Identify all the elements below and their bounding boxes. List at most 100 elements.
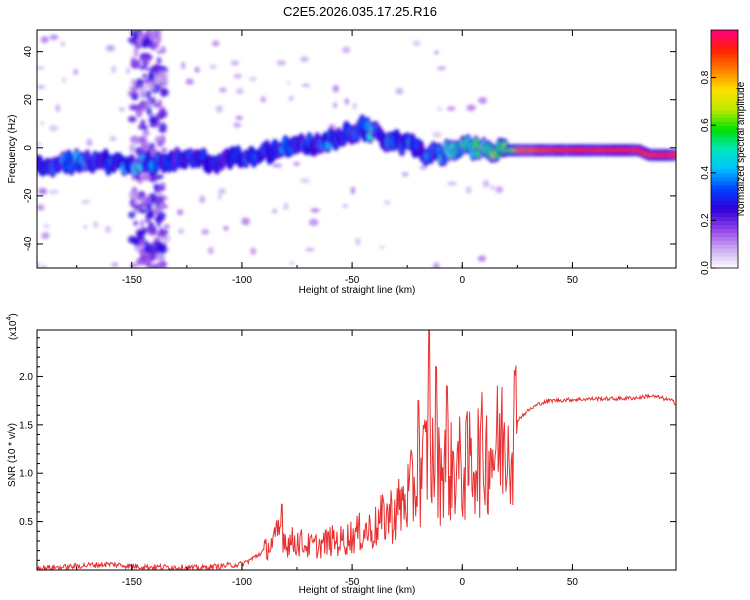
noise-speckle [466, 104, 476, 112]
noise-speckle [111, 262, 119, 267]
noise-band-blob [157, 37, 162, 43]
colorbar-tick-label: 0.0 [700, 261, 711, 275]
noise-band-blob [128, 190, 139, 199]
noise-band-blob [142, 129, 150, 137]
noise-band-blob [142, 73, 148, 79]
colorbar-cell [711, 172, 738, 178]
colorbar-cell [711, 160, 738, 166]
spectrogram-panel: -150 -100 -50 0 50 -40 -20 0 20 40 Height of stra… [7, 29, 677, 296]
noise-speckle [40, 36, 49, 44]
noise-band-blob [160, 87, 167, 98]
snr-frame [36, 329, 677, 571]
noise-speckle [289, 260, 295, 265]
noise-speckle [250, 247, 257, 256]
carrier-core [673, 153, 676, 157]
noise-band-blob [150, 32, 158, 41]
noise-band-blob [154, 183, 162, 194]
noise-speckle [482, 179, 490, 188]
noise-speckle [478, 97, 488, 105]
noise-speckle [434, 50, 439, 55]
spectrogram-y-tick-label: 20 [23, 94, 34, 106]
noise-speckle [465, 186, 472, 195]
spectrogram-x-tick-label: -150 [122, 275, 142, 286]
colorbar-cell [711, 101, 738, 106]
snr-y-axis-label: SNR (10 * v/v) [7, 423, 18, 487]
colorbar-label: Normalized spectral amplitude [736, 81, 747, 216]
colorbar-cell [711, 117, 738, 122]
noise-speckle [39, 121, 45, 125]
colorbar-cell [711, 133, 738, 138]
noise-band-blob [154, 135, 162, 144]
noise-band-blob [154, 77, 162, 85]
noise-band-blob [132, 32, 139, 41]
colorbar-cell [711, 53, 738, 59]
noise-speckle [342, 46, 351, 54]
noise-speckle [219, 87, 227, 93]
noise-speckle [111, 65, 117, 74]
noise-speckle [286, 81, 292, 85]
noise-band-blob [146, 89, 152, 100]
noise-speckle [82, 225, 88, 229]
colorbar-cell [711, 97, 738, 102]
noise-speckle [490, 185, 495, 190]
noise-band-blob [139, 90, 148, 99]
noise-band-blob [129, 143, 136, 153]
noise-speckle [41, 232, 50, 240]
noise-speckle [301, 83, 310, 87]
noise-speckle [49, 124, 59, 132]
noise-band-blob [139, 136, 147, 144]
colorbar-cell [711, 228, 738, 233]
colorbar-cell [711, 168, 738, 174]
snr-y-tick-label: 0.5 [19, 517, 33, 528]
spectrogram-x-tick-label: -100 [232, 275, 252, 286]
noise-band-blob [140, 39, 150, 49]
colorbar-tick-label: 0.2 [700, 213, 711, 227]
noise-speckle [194, 66, 200, 73]
noise-band-blob [130, 91, 139, 101]
snr-axes: -150 -100 -50 0 50 0.5 1.0 1.5 2.0 [19, 330, 676, 588]
noise-speckle [293, 161, 301, 166]
noise-speckle [217, 193, 222, 201]
noise-speckle [185, 78, 194, 85]
colorbar-cell [711, 77, 738, 83]
noise-band-blob [137, 102, 146, 111]
noise-band-blob [139, 219, 145, 228]
colorbar-cell [711, 129, 738, 134]
noise-band-blob [136, 257, 145, 266]
colorbar-ticks: 0.0 0.2 0.4 0.6 0.8 [700, 70, 716, 275]
colorbar-cell [711, 152, 738, 158]
noise-speckle [209, 64, 217, 70]
noise-speckle [477, 255, 487, 262]
noise-speckle [49, 189, 59, 194]
noise-band-blob [161, 147, 168, 153]
noise-speckle [355, 237, 361, 246]
snr-scale-factor: (x104) [6, 313, 19, 340]
noise-band-blob [140, 173, 148, 181]
noise-speckle [412, 40, 421, 46]
noise-band-blob [144, 218, 152, 224]
colorbar-cell [711, 260, 738, 265]
colorbar-frame [710, 29, 739, 269]
colorbar-cell [711, 61, 738, 67]
noise-speckle [437, 66, 446, 71]
colorbar-cell [711, 45, 738, 51]
noise-band-blob [158, 195, 168, 201]
colorbar-cell [711, 252, 738, 257]
noise-speckle [60, 41, 66, 47]
noise-band-blob [142, 257, 152, 267]
snr-series-line [37, 330, 676, 570]
noise-band-blob [133, 47, 139, 58]
noise-speckle [201, 228, 209, 235]
colorbar-cell [711, 236, 738, 241]
spectrogram-x-tick-label: -50 [345, 275, 360, 286]
noise-speckle [249, 76, 257, 82]
colorbar-cell [711, 164, 738, 170]
noise-speckle [177, 209, 184, 216]
noise-speckle [344, 98, 350, 105]
noise-band-blob [142, 79, 151, 84]
scale-exponent: 4 [6, 317, 13, 321]
colorbar-cell [711, 121, 738, 126]
noise-band-blob [143, 124, 148, 132]
spectrogram-y-tick-label: -40 [23, 236, 34, 251]
